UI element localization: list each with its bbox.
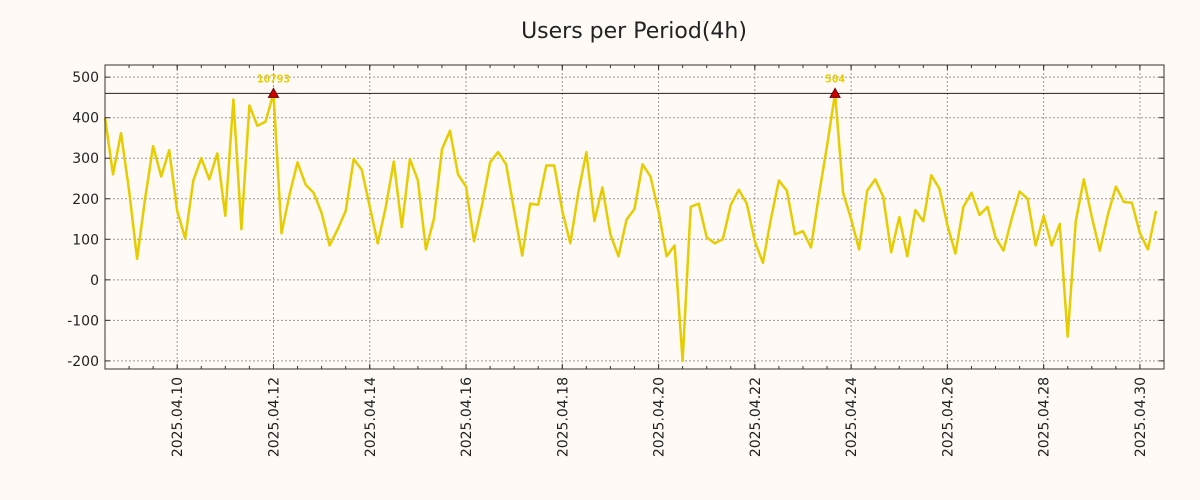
x-tick-label: 2025.04.30 (1133, 377, 1149, 457)
x-tick-label: 2025.04.20 (652, 377, 668, 457)
x-tick-label: 2025.04.24 (844, 377, 860, 457)
x-tick-label: 2025.04.12 (266, 377, 282, 457)
y-tick-label: 400 (72, 111, 99, 127)
peak-marker-icon (829, 87, 841, 98)
y-tick-label: 0 (90, 273, 99, 289)
peak-label: 504 (825, 72, 845, 85)
annotations: 10793 504 (257, 72, 845, 98)
y-tick-label: 200 (72, 192, 99, 208)
y-tick-label: 100 (72, 232, 99, 248)
x-axis-ticks: 2025.04.10 2025.04.12 2025.04.14 2025.04.16… (104, 65, 1165, 457)
y-tick-label: -100 (67, 313, 99, 329)
series-group (103, 92, 1158, 363)
peak-marker-icon (267, 87, 280, 98)
grid (105, 65, 1164, 369)
y-tick-label: 500 (72, 70, 99, 86)
x-tick-label: 2025.04.22 (748, 377, 764, 457)
x-tick-label: 2025.04.26 (940, 377, 956, 457)
x-tick-label: 2025.04.28 (1037, 377, 1053, 457)
x-tick-label: 2025.04.10 (170, 377, 186, 457)
chart-title: Users per Period(4h) (521, 19, 747, 44)
peak-label: 10793 (257, 72, 290, 85)
series-line (103, 92, 1158, 363)
x-tick-label: 2025.04.18 (555, 377, 571, 457)
plot-frame (104, 64, 1165, 370)
y-axis-ticks: -200 -100 0 100 200 300 400 500 (67, 70, 1164, 370)
y-tick-label: -200 (67, 354, 99, 370)
y-tick-label: 300 (72, 151, 99, 167)
x-tick-label: 2025.04.16 (459, 377, 475, 457)
x-tick-label: 2025.04.14 (363, 377, 379, 457)
